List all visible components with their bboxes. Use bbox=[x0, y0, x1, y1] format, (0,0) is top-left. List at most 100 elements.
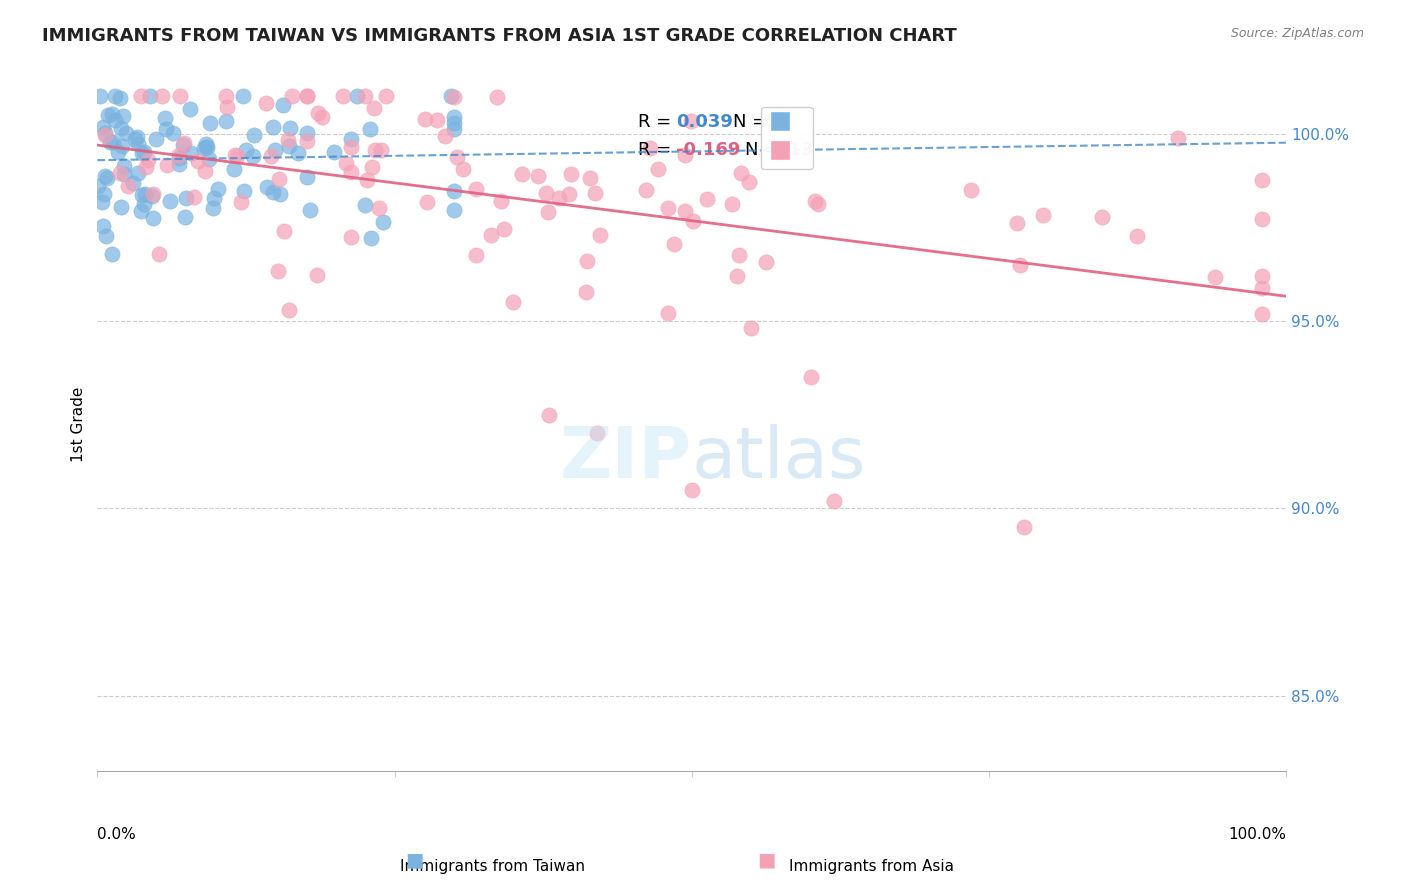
Point bbox=[124, 132, 146, 146]
Point bbox=[108, 166, 131, 180]
Point bbox=[673, 203, 696, 218]
Point bbox=[194, 139, 217, 153]
Point bbox=[1014, 520, 1036, 534]
Point bbox=[297, 134, 319, 148]
Text: 113: 113 bbox=[778, 141, 814, 160]
Point bbox=[145, 131, 167, 145]
Point bbox=[96, 229, 118, 244]
Point bbox=[339, 140, 361, 154]
Point bbox=[89, 89, 111, 103]
Point bbox=[738, 175, 761, 189]
Point bbox=[101, 247, 124, 261]
Point bbox=[579, 171, 602, 186]
Point bbox=[231, 194, 253, 209]
Point bbox=[94, 126, 117, 140]
Text: ZIP: ZIP bbox=[560, 425, 692, 493]
Point bbox=[232, 89, 254, 103]
Point bbox=[681, 483, 703, 497]
Point bbox=[91, 219, 114, 233]
Text: atlas: atlas bbox=[692, 425, 866, 493]
Point bbox=[443, 122, 465, 136]
Point bbox=[721, 196, 744, 211]
Point bbox=[322, 145, 344, 160]
Point bbox=[232, 184, 254, 198]
Legend: , : , bbox=[761, 106, 813, 169]
Point bbox=[560, 167, 582, 181]
Point bbox=[273, 223, 295, 237]
Point bbox=[416, 194, 439, 209]
Point bbox=[202, 191, 225, 205]
Point bbox=[173, 210, 195, 224]
Point bbox=[277, 133, 299, 147]
Point bbox=[207, 182, 229, 196]
Point bbox=[110, 120, 132, 135]
Point bbox=[194, 136, 217, 151]
Point bbox=[465, 248, 488, 262]
Point bbox=[1251, 268, 1274, 283]
Point bbox=[583, 186, 606, 200]
Point bbox=[446, 150, 468, 164]
Point bbox=[167, 151, 190, 165]
Point bbox=[134, 187, 156, 202]
Point bbox=[367, 201, 389, 215]
Point bbox=[122, 176, 145, 190]
Point bbox=[673, 147, 696, 161]
Point bbox=[354, 198, 377, 212]
Point bbox=[1007, 216, 1029, 230]
Point bbox=[298, 202, 321, 217]
Point bbox=[486, 90, 509, 104]
Point bbox=[799, 370, 821, 384]
Point bbox=[153, 111, 176, 125]
Point bbox=[537, 205, 560, 219]
Point bbox=[1008, 258, 1031, 272]
Point bbox=[440, 89, 463, 103]
Point bbox=[443, 110, 465, 124]
Point bbox=[97, 108, 120, 122]
Point bbox=[278, 120, 301, 135]
Point bbox=[804, 194, 827, 209]
Point bbox=[129, 203, 152, 218]
Point bbox=[263, 144, 285, 158]
Point bbox=[335, 155, 357, 169]
Point bbox=[159, 194, 181, 209]
Point bbox=[585, 426, 607, 441]
Point bbox=[443, 203, 465, 218]
Point bbox=[127, 136, 149, 151]
Point bbox=[242, 149, 264, 163]
Text: N =: N = bbox=[734, 113, 773, 131]
Point bbox=[262, 120, 284, 134]
Point bbox=[526, 169, 548, 183]
Point bbox=[139, 89, 162, 103]
Point bbox=[187, 153, 209, 168]
Point bbox=[142, 211, 165, 225]
Point bbox=[111, 138, 134, 153]
Point bbox=[281, 89, 304, 103]
Point bbox=[332, 89, 354, 103]
Point bbox=[295, 89, 318, 103]
Text: ■: ■ bbox=[405, 851, 425, 870]
Point bbox=[104, 113, 127, 128]
Text: N =: N = bbox=[745, 141, 785, 160]
Point bbox=[353, 89, 375, 103]
Point bbox=[224, 147, 246, 161]
Point bbox=[172, 138, 194, 153]
Point bbox=[179, 103, 201, 117]
Y-axis label: 1st Grade: 1st Grade bbox=[72, 386, 86, 462]
Text: ■: ■ bbox=[756, 851, 776, 870]
Point bbox=[502, 295, 524, 310]
Point bbox=[127, 166, 149, 180]
Point bbox=[364, 143, 387, 157]
Point bbox=[180, 145, 202, 160]
Point bbox=[125, 129, 148, 144]
Point bbox=[295, 126, 318, 140]
Point bbox=[277, 139, 299, 153]
Point bbox=[167, 148, 190, 162]
Point bbox=[451, 162, 474, 177]
Point bbox=[434, 128, 457, 143]
Point bbox=[823, 493, 845, 508]
Point bbox=[370, 144, 392, 158]
Point bbox=[112, 167, 135, 181]
Point bbox=[361, 160, 384, 174]
Point bbox=[194, 164, 217, 178]
Point bbox=[150, 89, 173, 103]
